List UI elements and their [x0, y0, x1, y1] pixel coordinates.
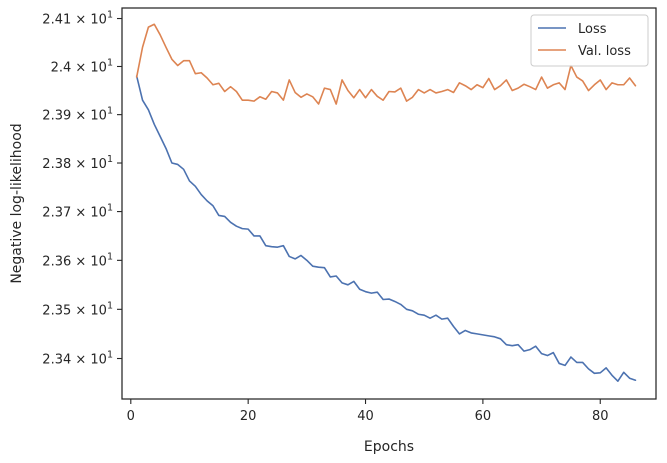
legend: Loss Val. loss — [530, 14, 649, 67]
x-axis: 0 20 40 60 80 — [127, 399, 609, 424]
y-tick-label: 2.4 × 101 — [51, 57, 113, 75]
x-axis-label: Epochs — [364, 439, 414, 455]
x-tick-label: 0 — [127, 409, 135, 424]
series-line-val-loss — [135, 23, 637, 105]
axes-frame — [121, 7, 657, 400]
legend-label-val-loss: Val. loss — [578, 44, 631, 59]
x-tick-label: 60 — [475, 409, 492, 424]
y-tick-label: 2.37 × 101 — [42, 203, 113, 221]
y-tick-label: 2.35 × 101 — [42, 300, 113, 318]
legend-label-loss: Loss — [578, 22, 607, 37]
y-tick-label: 2.36 × 101 — [42, 251, 113, 269]
y-tick-label: 2.41 × 101 — [42, 10, 113, 28]
y-tick-label: 2.38 × 101 — [42, 154, 113, 172]
x-tick-label: 20 — [240, 409, 257, 424]
series-line-loss — [135, 75, 637, 383]
y-tick-label: 2.39 × 101 — [42, 106, 113, 124]
x-tick-label: 40 — [357, 409, 374, 424]
y-axis-label: Negative log-likelihood — [9, 123, 25, 283]
x-tick-label: 80 — [592, 409, 609, 424]
y-axis: 2.34 × 101 2.35 × 101 2.36 × 101 2.37 × 101… — [42, 10, 122, 368]
plot-area — [135, 23, 637, 383]
y-tick-label: 2.34 × 101 — [42, 350, 113, 368]
